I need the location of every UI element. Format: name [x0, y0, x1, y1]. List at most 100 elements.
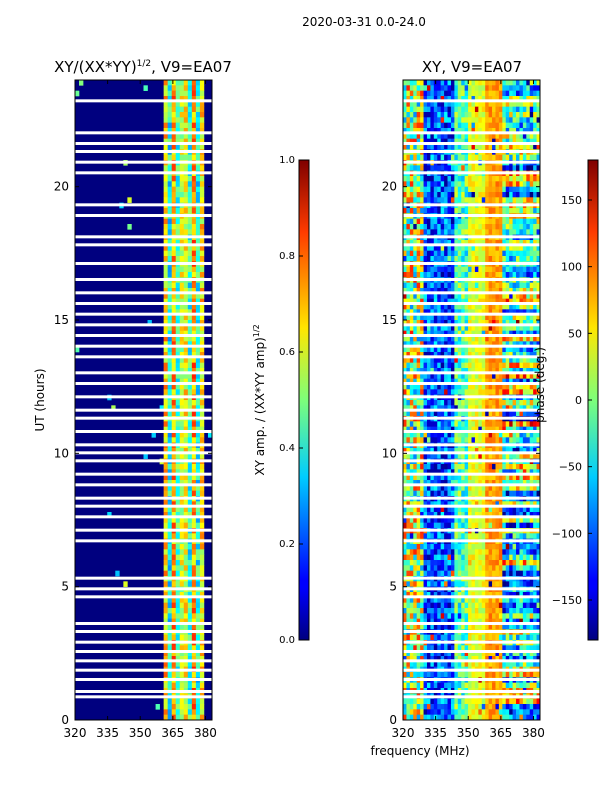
phase-cell	[485, 256, 489, 262]
phase-cell	[461, 549, 465, 555]
phase-cell	[461, 288, 465, 294]
phase-cell	[461, 101, 465, 107]
phase-cell	[440, 128, 445, 134]
phase-cell	[533, 96, 537, 102]
phase-cell	[485, 384, 489, 390]
phase-cell	[406, 410, 411, 417]
phase-cell	[526, 106, 531, 113]
phase-cell	[403, 256, 407, 262]
phase-cell	[516, 469, 520, 475]
phase-cell	[509, 240, 513, 246]
phase-cell	[430, 389, 435, 395]
phase-cell	[406, 122, 411, 129]
phase-cell	[533, 218, 537, 225]
phase-cell	[488, 133, 493, 139]
phase-cell	[502, 336, 507, 342]
phase-cell	[461, 272, 465, 278]
phase-cell	[403, 112, 407, 118]
phase-cell	[474, 490, 479, 497]
phase-cell	[406, 426, 411, 433]
phase-cell	[529, 154, 534, 161]
phase-cell	[474, 250, 479, 257]
phase-cell	[478, 544, 483, 550]
phase-cell	[529, 133, 534, 139]
phase-cell	[444, 410, 448, 417]
phase-cell	[492, 410, 496, 417]
phase-cell	[488, 101, 493, 107]
phase-cell	[461, 378, 465, 385]
phase-cell	[403, 544, 407, 550]
phase-cell	[461, 122, 465, 129]
phase-cell	[519, 506, 524, 513]
phase-cell	[495, 437, 500, 443]
phase-cell	[481, 501, 486, 507]
flagged-row	[75, 483, 212, 487]
phase-cell	[447, 352, 452, 358]
phase-cell	[423, 544, 428, 550]
phase-cell	[450, 256, 455, 262]
phase-cell	[471, 565, 476, 571]
phase-cell	[457, 474, 462, 481]
phase-cell	[464, 325, 469, 331]
phase-cell	[519, 512, 524, 518]
phase-cell	[478, 192, 483, 198]
phase-cell	[461, 181, 465, 187]
phase-cell	[471, 389, 476, 395]
phase-cell	[536, 341, 541, 347]
phase-cell	[516, 138, 520, 145]
flagged-row	[75, 344, 212, 348]
phase-cell	[492, 378, 496, 385]
amplitude-cell	[183, 352, 189, 358]
phase-cell	[454, 352, 459, 358]
amplitude-cell	[187, 597, 193, 603]
phase-cell	[440, 117, 445, 123]
phase-cell	[526, 293, 531, 299]
phase-cell	[420, 410, 424, 417]
amplitude-cell	[175, 85, 181, 91]
colorbar-tick-label: 1.0	[279, 155, 295, 166]
phase-cell	[485, 512, 489, 518]
phase-cell	[450, 378, 455, 385]
phase-cell	[481, 90, 486, 97]
phase-cell	[430, 432, 435, 438]
phase-cell	[426, 165, 431, 171]
phase-cell	[464, 426, 469, 433]
amplitude-cell	[171, 165, 177, 171]
amplitude-cell	[171, 256, 177, 262]
amplitude-cell	[179, 389, 185, 395]
phase-cell	[409, 320, 414, 326]
phase-cell	[426, 138, 431, 145]
amplitude-cell	[187, 229, 193, 235]
phase-cell	[420, 469, 424, 475]
phase-cell	[423, 138, 428, 145]
phase-cell	[495, 144, 500, 150]
amplitude-cell	[183, 506, 189, 513]
phase-cell	[413, 517, 417, 523]
phase-cell	[454, 138, 459, 145]
phase-cell	[450, 554, 455, 561]
amplitude-cell	[179, 565, 185, 571]
amplitude-cell	[199, 682, 205, 689]
amplitude-cell	[175, 602, 181, 609]
phase-cell	[474, 362, 479, 369]
amplitude-cell	[195, 405, 201, 411]
phase-cell	[426, 400, 431, 406]
amplitude-cell	[195, 256, 201, 262]
phase-cell	[492, 341, 496, 347]
phase-cell	[526, 266, 531, 273]
amplitude-cell	[187, 682, 193, 689]
phase-cell	[450, 501, 455, 507]
phase-cell	[512, 469, 517, 475]
phase-cell	[471, 378, 476, 385]
phase-cell	[468, 245, 472, 251]
amplitude-cell	[191, 378, 197, 385]
phase-cell	[488, 165, 493, 171]
amplitude-cell	[167, 421, 173, 427]
phase-cell	[423, 400, 428, 406]
phase-cell	[533, 288, 537, 294]
phase-cell	[529, 533, 534, 539]
phase-cell	[478, 293, 483, 299]
phase-cell	[420, 96, 424, 102]
phase-cell	[536, 304, 541, 310]
phase-cell	[433, 437, 438, 443]
